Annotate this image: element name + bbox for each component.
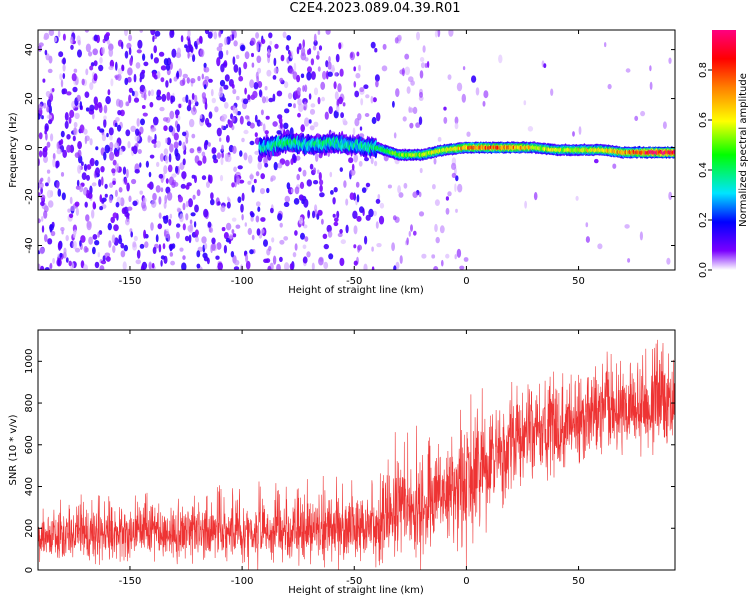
spectrogram-x-axis-label: Height of straight line (km): [288, 285, 424, 296]
snr-x-tick-label: 50: [572, 576, 585, 587]
snr-y-tick-label: 400: [24, 477, 35, 496]
colorbar: 0.0 0.2 0.4 0.6 0.8 Normalized spectral ampl…: [698, 30, 749, 278]
spectrogram-x-tick-label: 50: [572, 276, 585, 287]
colorbar-gradient: [712, 30, 736, 270]
colorbar-tick-label: 0.2: [698, 212, 709, 228]
snr-series-line: [38, 339, 675, 570]
spectrogram-y-tick-label: 40: [24, 43, 35, 56]
colorbar-tick-label: 0.4: [698, 162, 709, 178]
snr-series-layer: [38, 339, 675, 570]
snr-panel: -150 -100 -50 0 50 0 200 400 600 800 1000 Height o…: [8, 329, 676, 596]
spectrogram-y-tick-label: -20: [24, 188, 35, 204]
spectrogram-y-tick-label: -40: [24, 237, 35, 253]
spectrogram-x-tick-label: 0: [463, 276, 469, 287]
spectrogram-frame: [37, 29, 676, 271]
snr-x-tick-label: -100: [231, 576, 254, 587]
spectrogram-x-tick-label: -150: [119, 276, 142, 287]
colorbar-tick-label: 0.6: [698, 112, 709, 128]
spectrogram-y-tick-label: 20: [24, 92, 35, 105]
snr-y-tick-label: 200: [24, 519, 35, 538]
colorbar-tick-label: 0.8: [698, 62, 709, 78]
colorbar-label: Normalized spectral amplitude: [738, 73, 749, 227]
spectrogram-x-tick-label: -50: [346, 276, 362, 287]
snr-ticks: -150 -100 -50 0 50 0 200 400 600 800 1000: [24, 330, 675, 587]
snr-frame: [37, 329, 676, 571]
snr-y-axis-label: SNR (10 * v/v): [8, 414, 19, 485]
colorbar-tick-label: 0.0: [698, 262, 709, 278]
snr-y-tick-label: 800: [24, 393, 35, 412]
snr-x-tick-label: -50: [346, 576, 362, 587]
spectrogram-x-tick-label: -100: [231, 276, 254, 287]
colorbar-ticks: 0.0 0.2 0.4 0.6 0.8: [698, 62, 712, 278]
spectrogram-panel: -150 -100 -50 0 50 -40 -20 0 20 40 Height of stra…: [8, 29, 676, 296]
spectrogram-ticks: -150 -100 -50 0 50 -40 -20 0 20 40: [24, 30, 675, 287]
snr-y-tick-label: 0: [24, 567, 35, 573]
spectrogram-y-axis-label: Frequency (Hz): [8, 112, 19, 188]
figure-title: C2E4.2023.089.04.39.R01: [289, 1, 461, 16]
snr-x-tick-label: -150: [119, 576, 142, 587]
snr-x-tick-label: 0: [463, 576, 469, 587]
snr-x-axis-label: Height of straight line (km): [288, 585, 424, 596]
spectrogram-heat-layer: [38, 30, 675, 270]
snr-y-tick-label: 600: [24, 435, 35, 454]
spectrogram-y-tick-label: 0: [24, 144, 35, 150]
snr-y-tick-label: 1000: [24, 349, 35, 374]
